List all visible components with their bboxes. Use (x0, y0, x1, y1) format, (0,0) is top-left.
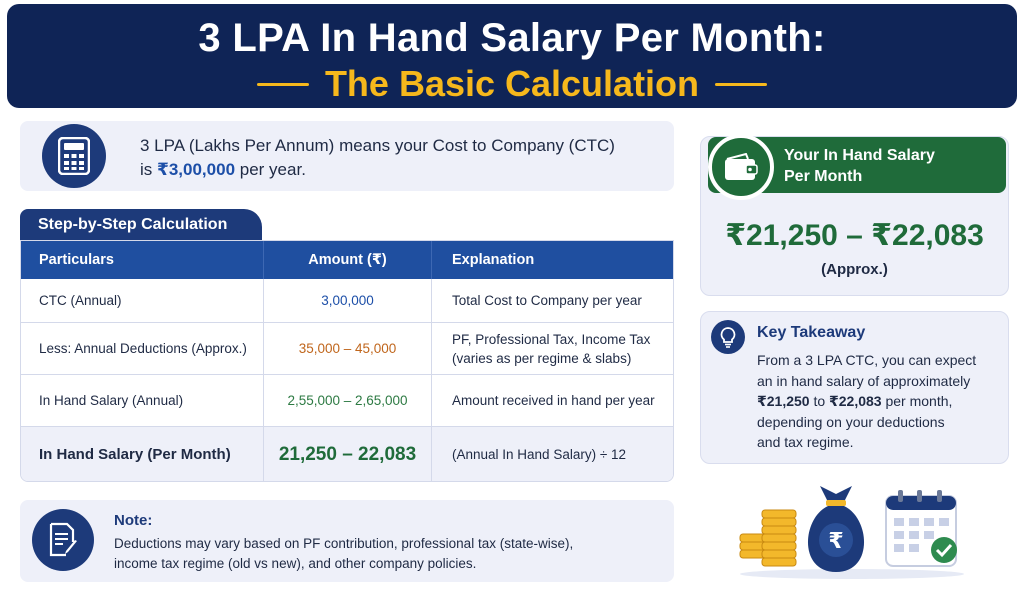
takeaway-to: to (813, 393, 826, 409)
note-line-2: income tax regime (old vs new), and othe… (114, 556, 477, 571)
row-explanation: Amount received in hand per year (452, 393, 655, 408)
salary-range: ₹21,250 – ₹22,083 (725, 219, 984, 252)
intro-line-1: 3 LPA (Lakhs Per Annum) means your Cost … (140, 136, 615, 155)
table-row: CTC (Annual) 3,00,000 Total Cost to Comp… (21, 279, 673, 323)
takeaway-title: Key Takeaway (757, 324, 866, 341)
note-line-1: Deductions may vary based on PF contribu… (114, 536, 574, 551)
page-subtitle: The Basic Calculation (324, 63, 700, 104)
row-explanation-line-2: (varies as per regime & slabs) (452, 350, 632, 366)
money-illustration: ₹ (732, 468, 972, 580)
intro-prefix: is (140, 160, 153, 179)
lightbulb-icon (711, 320, 745, 354)
salary-approx: (Approx.) (821, 261, 888, 278)
row-amount: 3,00,000 (264, 279, 432, 322)
intro-panel: 3 LPA (Lakhs Per Annum) means your Cost … (20, 121, 674, 191)
takeaway-body: From a 3 LPA CTC, you can expect an in h… (757, 350, 997, 453)
takeaway-amount-low: ₹21,250 (757, 393, 810, 409)
money-bag-icon: ₹ (807, 486, 865, 572)
bag-currency-symbol: ₹ (828, 529, 843, 554)
table-row: Less: Annual Deductions (Approx.) 35,000… (21, 323, 673, 375)
ctc-amount: ₹3,00,000 (157, 160, 236, 179)
intro-suffix: per year. (239, 160, 306, 179)
takeaway-line-3: ₹21,250 to ₹22,083 per month, (757, 391, 997, 412)
page-header: 3 LPA In Hand Salary Per Month: The Basi… (7, 4, 1017, 108)
header-explanation: Explanation (452, 251, 535, 268)
intro-line-2: is ₹3,00,000 per year. (140, 158, 615, 182)
takeaway-line-4: depending on your deductions (757, 413, 945, 430)
row-particular: CTC (Annual) (21, 279, 264, 322)
header-amount: Amount (₹) (264, 241, 432, 279)
row-amount: 21,250 – 22,083 (264, 427, 432, 481)
row-explanation: Total Cost to Company per year (452, 293, 642, 308)
table-tab-label: Step-by-Step Calculation (20, 209, 262, 241)
note-title: Note: (114, 512, 153, 529)
key-takeaway-panel: Key Takeaway From a 3 LPA CTC, you can e… (700, 311, 1009, 464)
subtitle-left-dash (256, 82, 309, 86)
salary-label-line-1: Your In Hand Salary (784, 147, 935, 164)
wallet-icon (708, 134, 774, 200)
row-explanation: (Annual In Hand Salary) ÷ 12 (452, 447, 627, 462)
page-title: 3 LPA In Hand Salary Per Month: (198, 16, 826, 60)
note-panel: Note: Deductions may vary based on PF co… (20, 500, 674, 582)
note-body: Deductions may vary based on PF contribu… (114, 534, 634, 574)
row-particular: In Hand Salary (Annual) (21, 375, 264, 426)
calculation-table: Particulars Amount (₹) Explanation CTC (… (20, 240, 674, 482)
document-edit-icon (32, 509, 94, 571)
salary-label: Your In Hand Salary Per Month (784, 145, 984, 187)
subtitle-right-dash (715, 82, 768, 86)
row-particular: Less: Annual Deductions (Approx.) (21, 323, 264, 374)
takeaway-line-2: an in hand salary of approximately (757, 372, 971, 389)
row-particular: In Hand Salary (Per Month) (21, 427, 264, 481)
intro-text: 3 LPA (Lakhs Per Annum) means your Cost … (140, 134, 615, 182)
table-total-row: In Hand Salary (Per Month) 21,250 – 22,0… (21, 427, 673, 481)
table-header-row: Particulars Amount (₹) Explanation (21, 241, 673, 279)
takeaway-line-1: From a 3 LPA CTC, you can expect (757, 352, 977, 368)
calendar-check-icon (885, 490, 957, 567)
coin-stack-icon (739, 509, 797, 567)
takeaway-line-5: and tax regime. (757, 434, 854, 450)
row-explanation: PF, Professional Tax, Income Tax (varies… (432, 323, 673, 374)
subtitle-row: The Basic Calculation (7, 64, 1017, 104)
calculator-icon (42, 124, 106, 188)
salary-card: Your In Hand Salary Per Month ₹21,250 – … (700, 134, 1009, 296)
row-amount: 35,000 – 45,000 (264, 323, 432, 374)
row-explanation-line-1: PF, Professional Tax, Income Tax (452, 331, 651, 347)
takeaway-amount-high: ₹22,083 (829, 393, 882, 409)
row-amount: 2,55,000 – 2,65,000 (264, 375, 432, 426)
salary-banner: Your In Hand Salary Per Month (708, 134, 1006, 200)
salary-label-line-2: Per Month (784, 168, 863, 185)
header-particulars: Particulars (21, 241, 264, 279)
takeaway-per-month: per month, (885, 393, 953, 409)
table-row: In Hand Salary (Annual) 2,55,000 – 2,65,… (21, 375, 673, 427)
